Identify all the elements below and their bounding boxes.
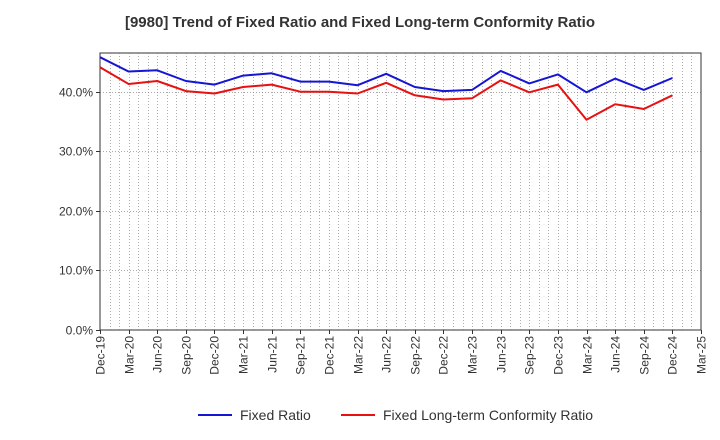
series-line-conformity-ratio bbox=[99, 66, 673, 121]
x-tick-label: Dec-24 bbox=[666, 336, 680, 375]
legend-label-conformity-ratio: Fixed Long-term Conformity Ratio bbox=[383, 407, 594, 423]
legend: Fixed Ratio Fixed Long-term Conformity R… bbox=[0, 404, 720, 428]
x-tick-label: Mar-25 bbox=[695, 336, 709, 374]
legend-swatch-fixed-ratio bbox=[198, 414, 232, 416]
legend-item-conformity-ratio: Fixed Long-term Conformity Ratio bbox=[341, 404, 593, 426]
legend-swatch-conformity-ratio bbox=[341, 414, 375, 416]
y-tick-label: 10.0% bbox=[59, 264, 93, 278]
legend-item-fixed-ratio: Fixed Ratio bbox=[198, 404, 311, 426]
plot-frame bbox=[99, 52, 702, 331]
x-tick-label: Dec-22 bbox=[437, 336, 451, 375]
x-tick-label: Jun-24 bbox=[609, 336, 623, 373]
x-tick-label: Dec-19 bbox=[94, 336, 108, 375]
series-line-fixed-ratio bbox=[99, 56, 673, 94]
x-tick-label: Sep-22 bbox=[409, 336, 423, 375]
x-tick-label: Dec-23 bbox=[552, 336, 566, 375]
x-tick-label: Mar-20 bbox=[123, 336, 137, 374]
legend-label-fixed-ratio: Fixed Ratio bbox=[240, 407, 311, 423]
axis-layer: 0.0% 10.0% 20.0% 30.0% 40.0% Dec-19 Mar-20 Jun-… bbox=[59, 86, 709, 375]
x-tick-label: Dec-21 bbox=[323, 336, 337, 375]
x-tick-label: Sep-20 bbox=[180, 336, 194, 375]
x-tick-label: Jun-21 bbox=[266, 336, 280, 373]
x-tick-label: Jun-20 bbox=[151, 336, 165, 373]
x-tick-label: Mar-21 bbox=[237, 336, 251, 374]
chart-title: [9980] Trend of Fixed Ratio and Fixed Lo… bbox=[124, 14, 596, 31]
x-tick-label: Jun-23 bbox=[495, 336, 509, 373]
x-tick-label: Jun-22 bbox=[380, 336, 394, 373]
x-tick-label: Mar-23 bbox=[466, 336, 480, 374]
y-tick-label: 40.0% bbox=[59, 86, 93, 100]
x-tick-label: Dec-20 bbox=[208, 336, 222, 375]
x-tick-label: Sep-23 bbox=[523, 336, 537, 375]
x-tick-label: Mar-22 bbox=[352, 336, 366, 374]
x-tick-label: Mar-24 bbox=[581, 336, 595, 374]
x-tick-label: Sep-24 bbox=[638, 336, 652, 375]
series-layer bbox=[99, 56, 673, 121]
y-tick-label: 30.0% bbox=[59, 145, 93, 159]
y-tick-label: 0.0% bbox=[66, 324, 94, 338]
grid-layer bbox=[99, 52, 702, 331]
y-tick-label: 20.0% bbox=[59, 205, 93, 219]
x-tick-label: Sep-21 bbox=[294, 336, 308, 375]
